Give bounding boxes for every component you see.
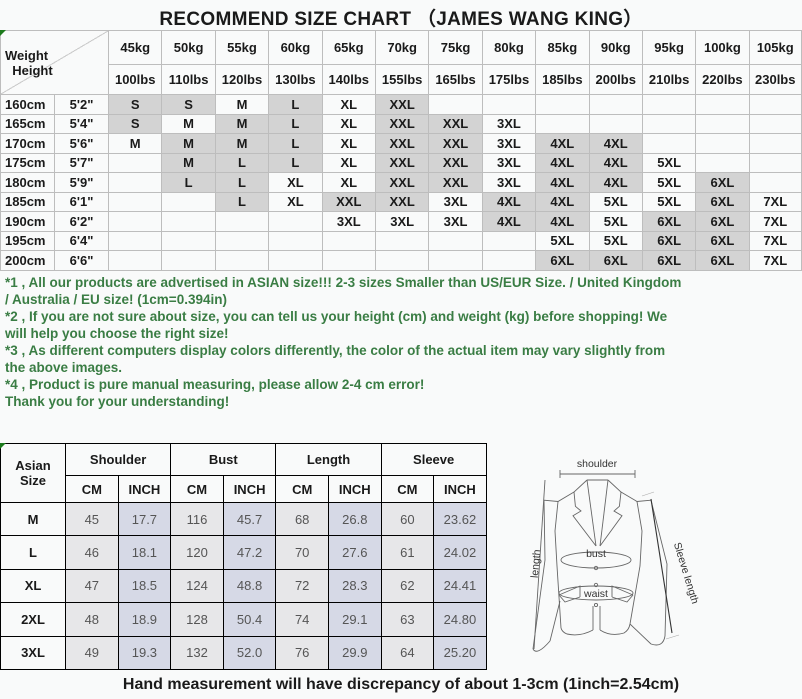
svg-text:Sleeve length: Sleeve length	[671, 541, 701, 606]
svg-text:shoulder: shoulder	[577, 458, 618, 470]
svg-text:length: length	[529, 549, 543, 579]
svg-text:bust: bust	[586, 548, 606, 560]
svg-text:waist: waist	[583, 588, 608, 600]
